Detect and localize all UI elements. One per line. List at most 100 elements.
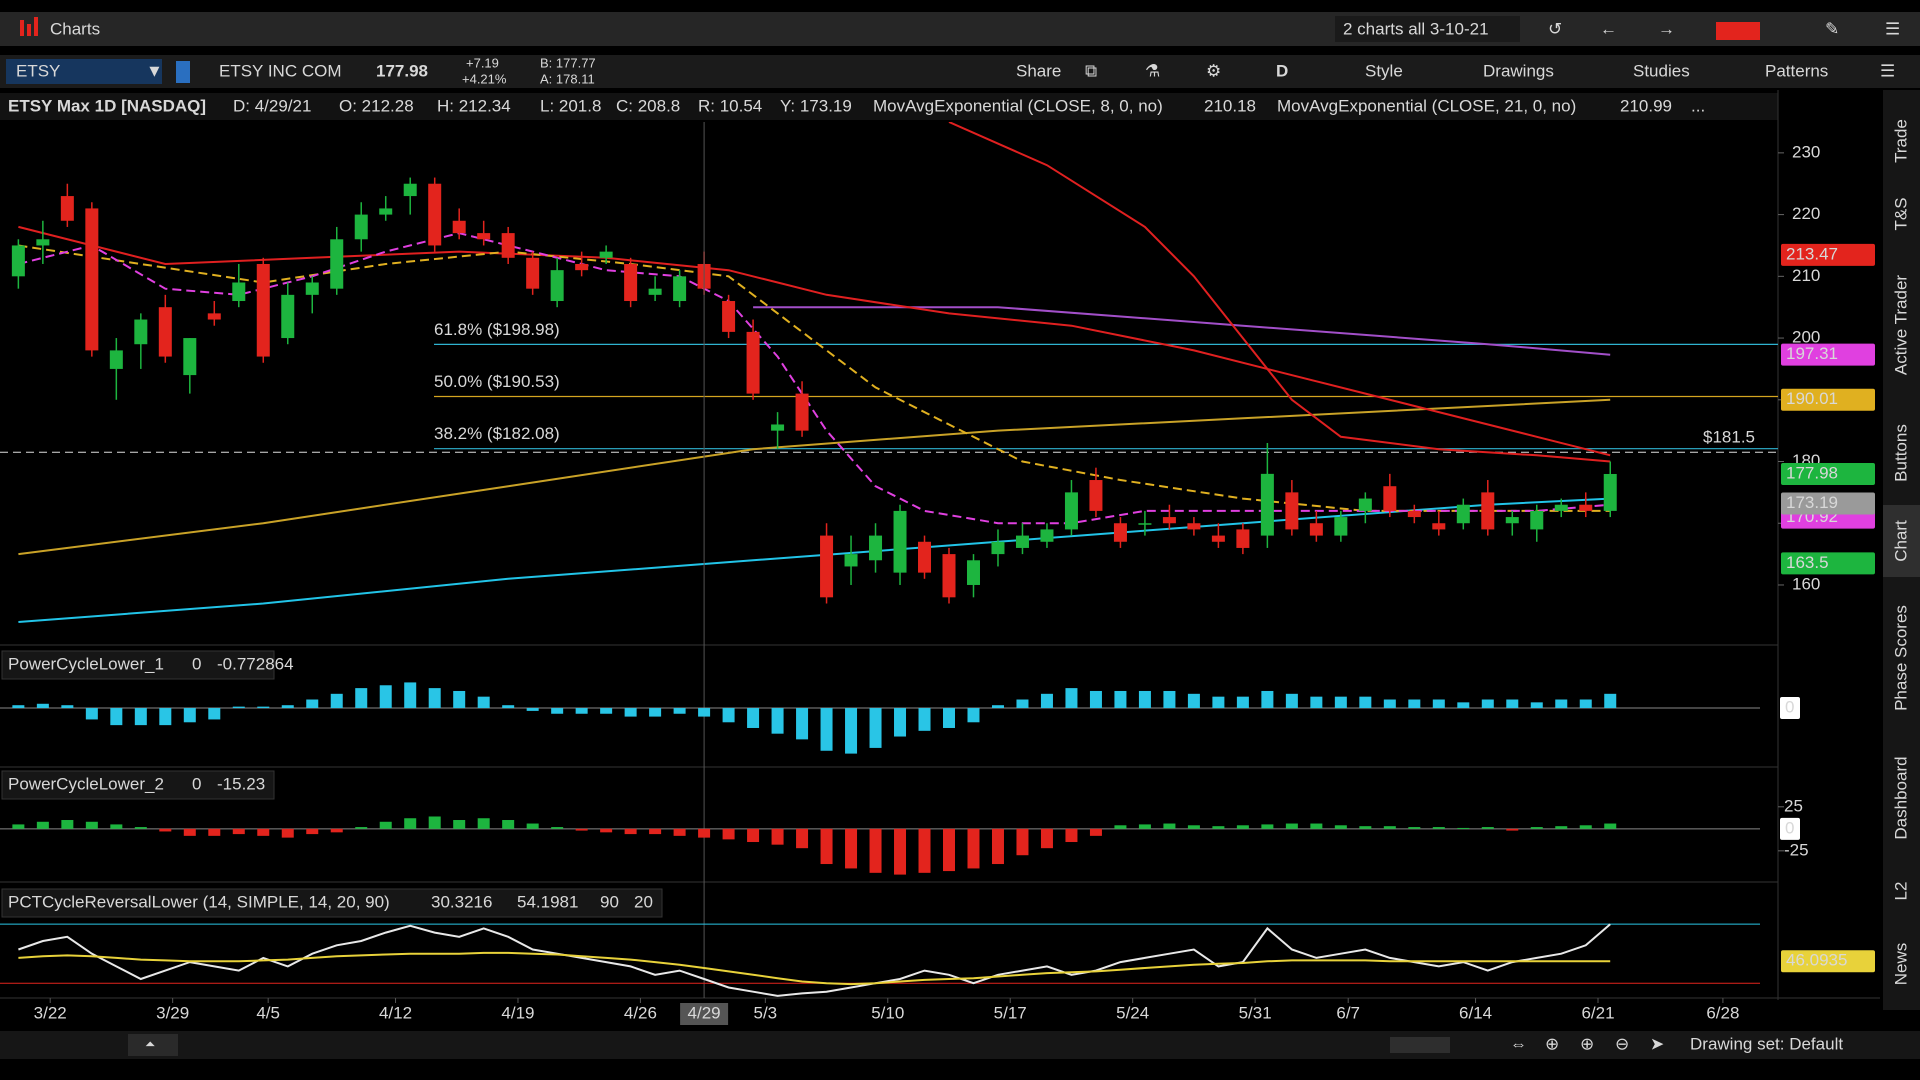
undo-button[interactable]: ↺ — [1548, 19, 1562, 38]
app-icon — [34, 17, 38, 36]
histogram-bar — [110, 824, 123, 829]
settings-button[interactable]: ⚙ — [1206, 61, 1221, 80]
zoom-in[interactable]: ⊕ — [1580, 1034, 1594, 1053]
side-tab[interactable]: T&S — [1891, 197, 1910, 230]
side-tab[interactable]: Dashboard — [1891, 756, 1910, 839]
info-bar — [0, 93, 1778, 120]
pin-button[interactable]: ✎ — [1825, 19, 1839, 38]
zoom-out[interactable]: ⊖ — [1615, 1034, 1629, 1053]
more-studies[interactable]: ... — [1691, 96, 1705, 115]
side-tab[interactable]: L2 — [1891, 882, 1910, 901]
x-tick-label: 6/14 — [1459, 1003, 1492, 1022]
histogram-bar — [673, 828, 686, 836]
histogram-bar — [1579, 699, 1592, 709]
candle-body — [991, 541, 1005, 555]
moving-average — [753, 306, 1611, 356]
pane-title: PowerCycleLower_2 — [8, 774, 164, 793]
x-tick-label: 6/7 — [1336, 1003, 1360, 1022]
back-button[interactable]: ← — [1600, 19, 1617, 38]
histogram-bar — [1555, 826, 1568, 829]
layout-button[interactable]: ⧉ — [1085, 61, 1097, 80]
study-value: 210.99 — [1620, 96, 1672, 115]
histogram-bar — [1261, 824, 1274, 829]
studies-button[interactable]: Studies — [1633, 61, 1690, 80]
histogram-bar — [918, 828, 931, 873]
chart-set-box[interactable] — [1335, 16, 1520, 42]
moving-average — [18, 398, 1611, 556]
toolbar-menu[interactable]: ☰ — [1880, 61, 1895, 80]
candle-body — [207, 313, 221, 320]
candle-body — [550, 270, 564, 302]
price-line-label: $181.5 — [1703, 428, 1755, 447]
histogram-bar — [12, 824, 25, 829]
fib-label: 61.8% ($198.98) — [434, 320, 560, 339]
indicator-line — [18, 951, 1611, 986]
forward-button[interactable]: → — [1658, 19, 1675, 38]
side-tab[interactable]: News — [1891, 943, 1910, 986]
x-tick-label: 5/31 — [1239, 1003, 1272, 1022]
histogram-bar — [1065, 688, 1078, 709]
x-tick-label: 4/19 — [501, 1003, 534, 1022]
candle-body — [942, 554, 956, 598]
scrollbar[interactable] — [1390, 1037, 1450, 1053]
y-tick-label: 210 — [1792, 266, 1820, 285]
candle-body — [1432, 523, 1446, 530]
drawing-set[interactable]: Drawing set: Default — [1690, 1034, 1843, 1053]
symbol-box[interactable] — [6, 59, 162, 84]
candle-body — [1285, 492, 1299, 530]
side-tab[interactable]: Trade — [1891, 119, 1910, 163]
expand-button[interactable] — [128, 1034, 178, 1056]
moving-average — [18, 244, 1611, 512]
histogram-bar — [1236, 696, 1249, 709]
symbol-dropdown[interactable]: ▼ — [146, 61, 163, 80]
histogram-bar — [1334, 696, 1347, 709]
histogram-bar — [1432, 699, 1445, 709]
pane-title: PowerCycleLower_1 — [8, 654, 164, 673]
side-tab[interactable]: Phase Scores — [1891, 605, 1910, 711]
histogram-bar — [428, 816, 441, 829]
histogram-bar — [967, 708, 980, 723]
y-tick-label: 0 — [1785, 818, 1794, 837]
side-tab[interactable]: Buttons — [1891, 424, 1910, 482]
lab-button[interactable]: ⚗ — [1145, 61, 1160, 80]
histogram-bar — [1163, 823, 1176, 829]
drawings-button[interactable]: Drawings — [1483, 61, 1554, 80]
color-button[interactable] — [1716, 22, 1760, 40]
moving-average — [18, 232, 1611, 525]
histogram-bar — [869, 708, 882, 748]
y-tick-label: 220 — [1792, 204, 1820, 223]
expand-icon[interactable]: ⏶ — [145, 1036, 155, 1051]
aggregation-button[interactable]: D — [1276, 61, 1288, 80]
chart-set[interactable]: 2 charts all 3-10-21 — [1343, 19, 1489, 38]
histogram-bar — [453, 820, 466, 829]
histogram-bar — [1579, 825, 1592, 829]
style-button[interactable]: Style — [1365, 61, 1403, 80]
share-button[interactable]: Share — [1016, 61, 1061, 80]
pane-readout: 30.3216 — [431, 892, 492, 911]
price-badge-label: 177.98 — [1786, 463, 1838, 482]
side-tab[interactable]: Active Trader — [1891, 275, 1910, 375]
side-tab[interactable]: Chart — [1891, 520, 1910, 562]
candle-body — [1211, 535, 1225, 542]
pointer[interactable]: ➤ — [1650, 1034, 1664, 1053]
candle-body — [746, 331, 760, 394]
price-plot — [0, 122, 1778, 623]
histogram-bar — [379, 821, 392, 829]
histogram-bar — [183, 708, 196, 723]
pane-header — [1, 770, 275, 800]
info-range: R: 10.54 — [698, 96, 762, 115]
x-tick-label: 5/10 — [871, 1003, 904, 1022]
zoom-fit[interactable]: ⇔ — [1510, 1034, 1527, 1053]
menu-button[interactable]: ☰ — [1885, 19, 1900, 38]
patterns-button[interactable]: Patterns — [1765, 61, 1828, 80]
candle-body — [452, 220, 466, 234]
last-price: 177.98 — [376, 61, 428, 80]
histogram-bar — [796, 708, 809, 740]
histogram-bar — [134, 708, 147, 726]
symbol[interactable]: ETSY — [16, 61, 60, 80]
crosshair[interactable]: ⊕ — [1545, 1034, 1559, 1053]
histogram-bar — [61, 820, 74, 829]
histogram-bar — [1604, 693, 1617, 709]
link-button[interactable] — [176, 61, 190, 83]
candle-body — [1015, 535, 1029, 548]
